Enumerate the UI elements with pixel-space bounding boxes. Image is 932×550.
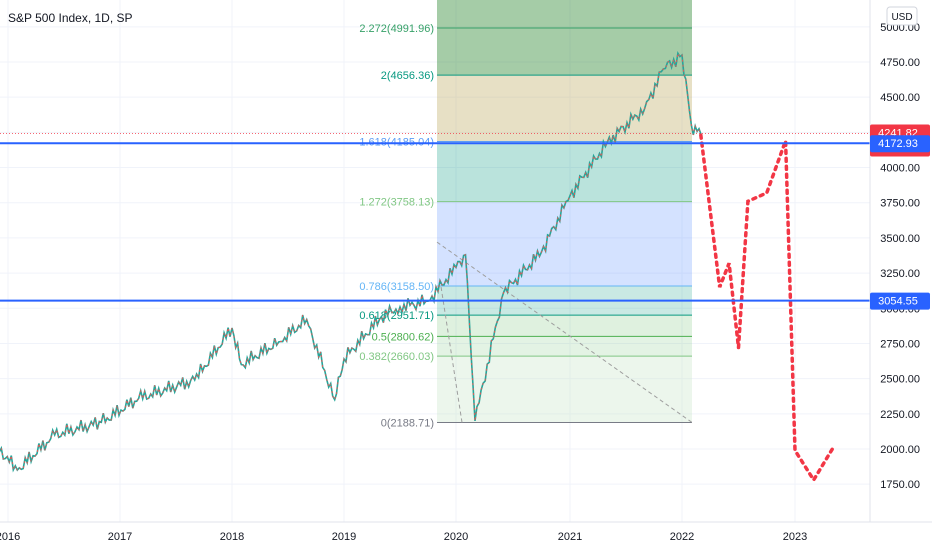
x-tick-label: 2023 [783, 531, 807, 543]
projection-line [699, 133, 835, 484]
fib-level-label: 2(4656.36) [381, 70, 434, 82]
fib-level-label: 1.272(3758.13) [359, 197, 434, 209]
trend-line [439, 280, 463, 423]
fib-level-label: 0.5(2800.62) [372, 331, 434, 343]
price-line-down [0, 52, 702, 472]
y-tick-label: 2500.00 [880, 374, 920, 386]
y-tick-label: 1750.00 [880, 479, 920, 491]
fib-level-label: 0.382(2660.03) [359, 351, 434, 363]
fib-level-label: 2.272(4991.96) [359, 23, 434, 35]
y-tick-label: 2250.00 [880, 409, 920, 421]
trend-line [436, 241, 693, 423]
hline-price-tag-text: 3054.55 [878, 296, 918, 308]
fib-zone [437, 336, 692, 357]
chart-title: S&P 500 Index, 1D, SP [8, 11, 133, 25]
y-tick-label: 3750.00 [880, 198, 920, 210]
hline-price-tag-bg [870, 292, 930, 310]
fib-zone [437, 356, 692, 423]
x-tick-label: 2020 [444, 531, 468, 543]
y-tick-label: 2000.00 [880, 444, 920, 456]
hline-price-tag-text: 4172.93 [878, 138, 918, 150]
y-tick-label: 4000.00 [880, 163, 920, 175]
y-tick-label: 3500.00 [880, 233, 920, 245]
y-tick-label: 2750.00 [880, 338, 920, 350]
fib-zone [437, 75, 692, 142]
x-tick-label: 2022 [670, 531, 694, 543]
fib-zone [437, 315, 692, 337]
y-tick-label: 4750.00 [880, 57, 920, 69]
x-tick-label: 2017 [108, 531, 132, 543]
x-tick-label: 2016 [0, 531, 20, 543]
x-tick-label: 2018 [220, 531, 244, 543]
y-tick-label: 3250.00 [880, 268, 920, 280]
currency-button-label: USD [891, 12, 912, 23]
fib-level-label: 0(2188.71) [381, 417, 434, 429]
currency-button[interactable] [886, 6, 918, 26]
x-tick-label: 2021 [558, 531, 582, 543]
fib-level-label: 0.618(2951.71) [359, 310, 434, 322]
fib-zone [437, 201, 692, 286]
y-axis-panel [870, 0, 932, 550]
fib-zone [437, 0, 692, 76]
y-tick-label: 4500.00 [880, 92, 920, 104]
fib-zone [437, 141, 692, 202]
x-tick-label: 2019 [332, 531, 356, 543]
fib-level-label: 0.786(3158.50) [359, 281, 434, 293]
hline-price-tag-bg [870, 135, 930, 153]
